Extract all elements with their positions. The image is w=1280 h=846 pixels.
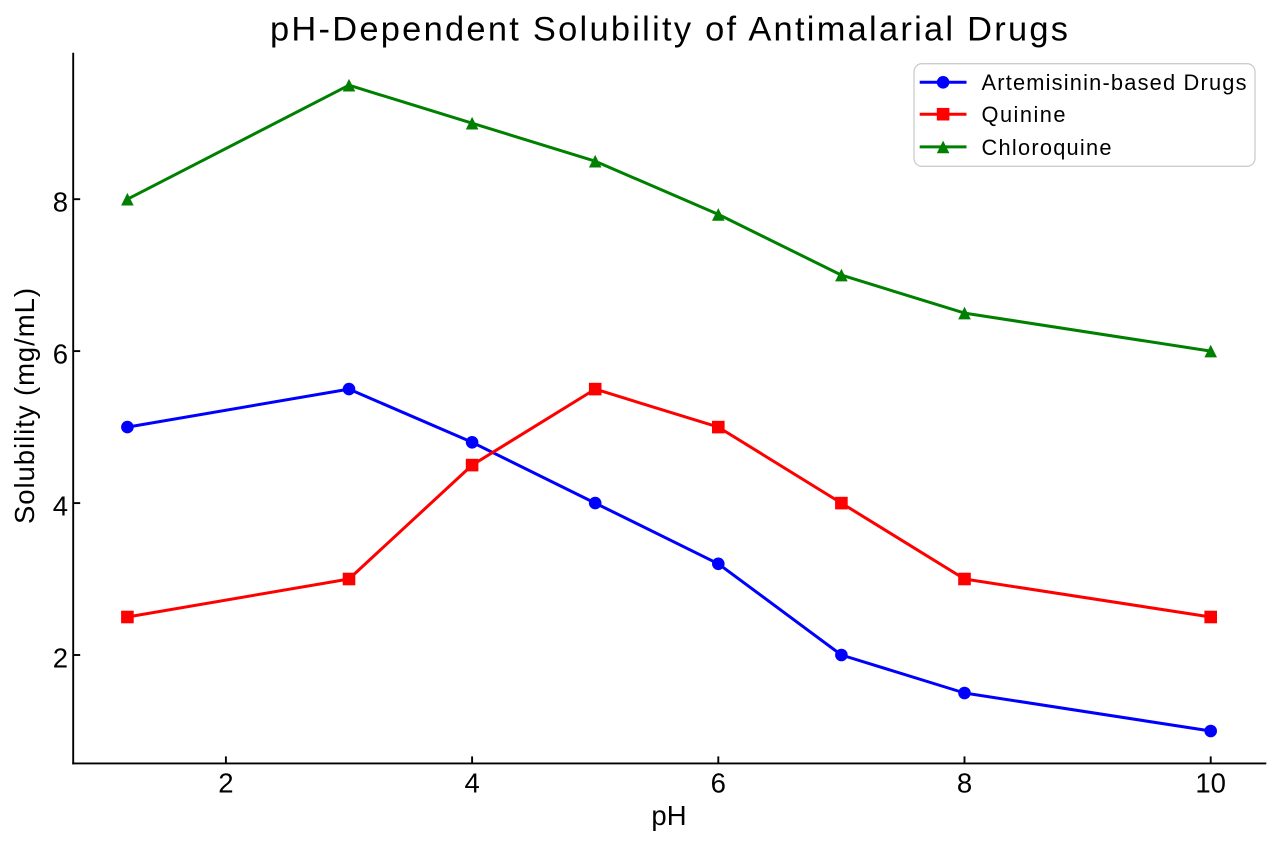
svg-text:2: 2 (53, 643, 68, 674)
svg-text:8: 8 (53, 187, 68, 218)
svg-text:Solubility (mg/mL): Solubility (mg/mL) (9, 288, 40, 524)
svg-text:Artemisinin-based Drugs: Artemisinin-based Drugs (982, 70, 1247, 95)
svg-text:4: 4 (464, 768, 479, 799)
svg-text:4: 4 (53, 491, 68, 522)
svg-text:Quinine: Quinine (982, 102, 1066, 127)
svg-text:6: 6 (711, 768, 726, 799)
svg-text:6: 6 (53, 339, 68, 370)
svg-text:pH: pH (651, 800, 686, 831)
svg-text:8: 8 (957, 768, 972, 799)
svg-text:10: 10 (1195, 768, 1226, 799)
svg-text:pH-Dependent Solubility of Ant: pH-Dependent Solubility of Antimalarial … (270, 11, 1068, 49)
svg-text:2: 2 (218, 768, 233, 799)
svg-text:Chloroquine: Chloroquine (982, 135, 1112, 160)
